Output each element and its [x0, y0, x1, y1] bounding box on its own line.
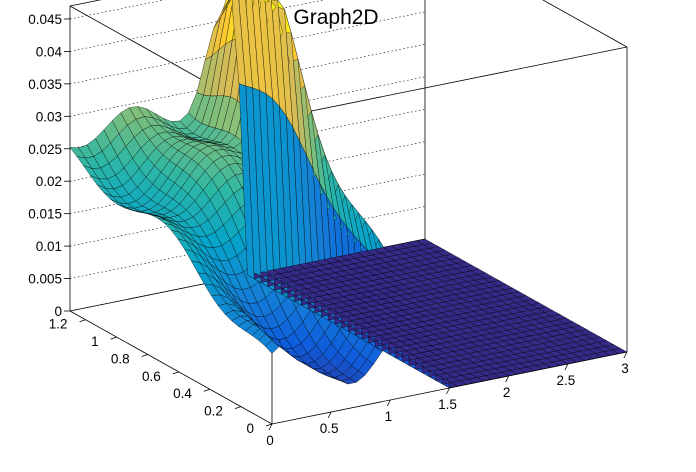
- z-tick-label: 0.02: [36, 174, 62, 189]
- z-tick-label: 0.01: [36, 239, 62, 254]
- z-tick-label: 0.035: [28, 77, 62, 92]
- y-tick-mark: [203, 388, 210, 392]
- y-tick-mark: [110, 336, 117, 340]
- z-tick-label: 0.045: [28, 12, 62, 27]
- y-tick-mark: [172, 371, 179, 375]
- box-edge-front: [69, 310, 273, 425]
- x-tick-mark: [505, 375, 510, 383]
- x-tick-mark: [564, 363, 569, 371]
- x-tick-label: 2.5: [556, 373, 575, 388]
- y-tick-mark: [265, 423, 273, 427]
- z-tick-label: 0: [54, 304, 62, 319]
- x-tick-mark: [327, 411, 332, 419]
- z-tick-label: 0.025: [28, 142, 62, 157]
- z-tick-label: 0.005: [28, 272, 62, 287]
- axis-ticks: 00.511.522.5300.20.40.60.811.200.0050.01…: [28, 12, 629, 448]
- box-edge: [271, 46, 628, 120]
- z-tick-label: 0.03: [36, 109, 62, 124]
- box-edge: [542, 0, 628, 48]
- x-tick-mark: [268, 423, 273, 431]
- y-tick-label: 1: [91, 334, 99, 349]
- x-tick-mark: [446, 387, 450, 395]
- y-tick-mark: [79, 319, 86, 323]
- y-tick-label: 0: [246, 421, 254, 436]
- y-tick-label: 0.2: [204, 404, 223, 419]
- surface-plot: [69, 0, 628, 389]
- y-tick-label: 0.8: [111, 351, 130, 366]
- x-tick-label: 3: [621, 361, 629, 376]
- z-grid-line: [69, 0, 166, 20]
- surface-cell: [231, 0, 246, 87]
- z-tick-label: 0.04: [36, 44, 63, 59]
- y-tick-mark: [141, 354, 148, 357]
- y-tick-mark: [234, 406, 242, 409]
- x-tick-label: 2: [503, 385, 511, 400]
- chart-title: Graph2D: [293, 6, 378, 29]
- x-tick-mark: [623, 351, 628, 359]
- surface-cell: [69, 147, 86, 159]
- z-tick-label: 0.015: [28, 207, 62, 222]
- y-tick-label: 0.6: [142, 369, 161, 384]
- x-tick-label: 1.5: [438, 397, 457, 412]
- x-tick-label: 0.5: [320, 421, 339, 436]
- y-tick-label: 1.2: [49, 317, 68, 332]
- x-tick-label: 0: [266, 433, 274, 448]
- y-tick-label: 0.4: [173, 386, 192, 401]
- x-tick-mark: [386, 399, 391, 407]
- x-tick-label: 1: [385, 409, 393, 424]
